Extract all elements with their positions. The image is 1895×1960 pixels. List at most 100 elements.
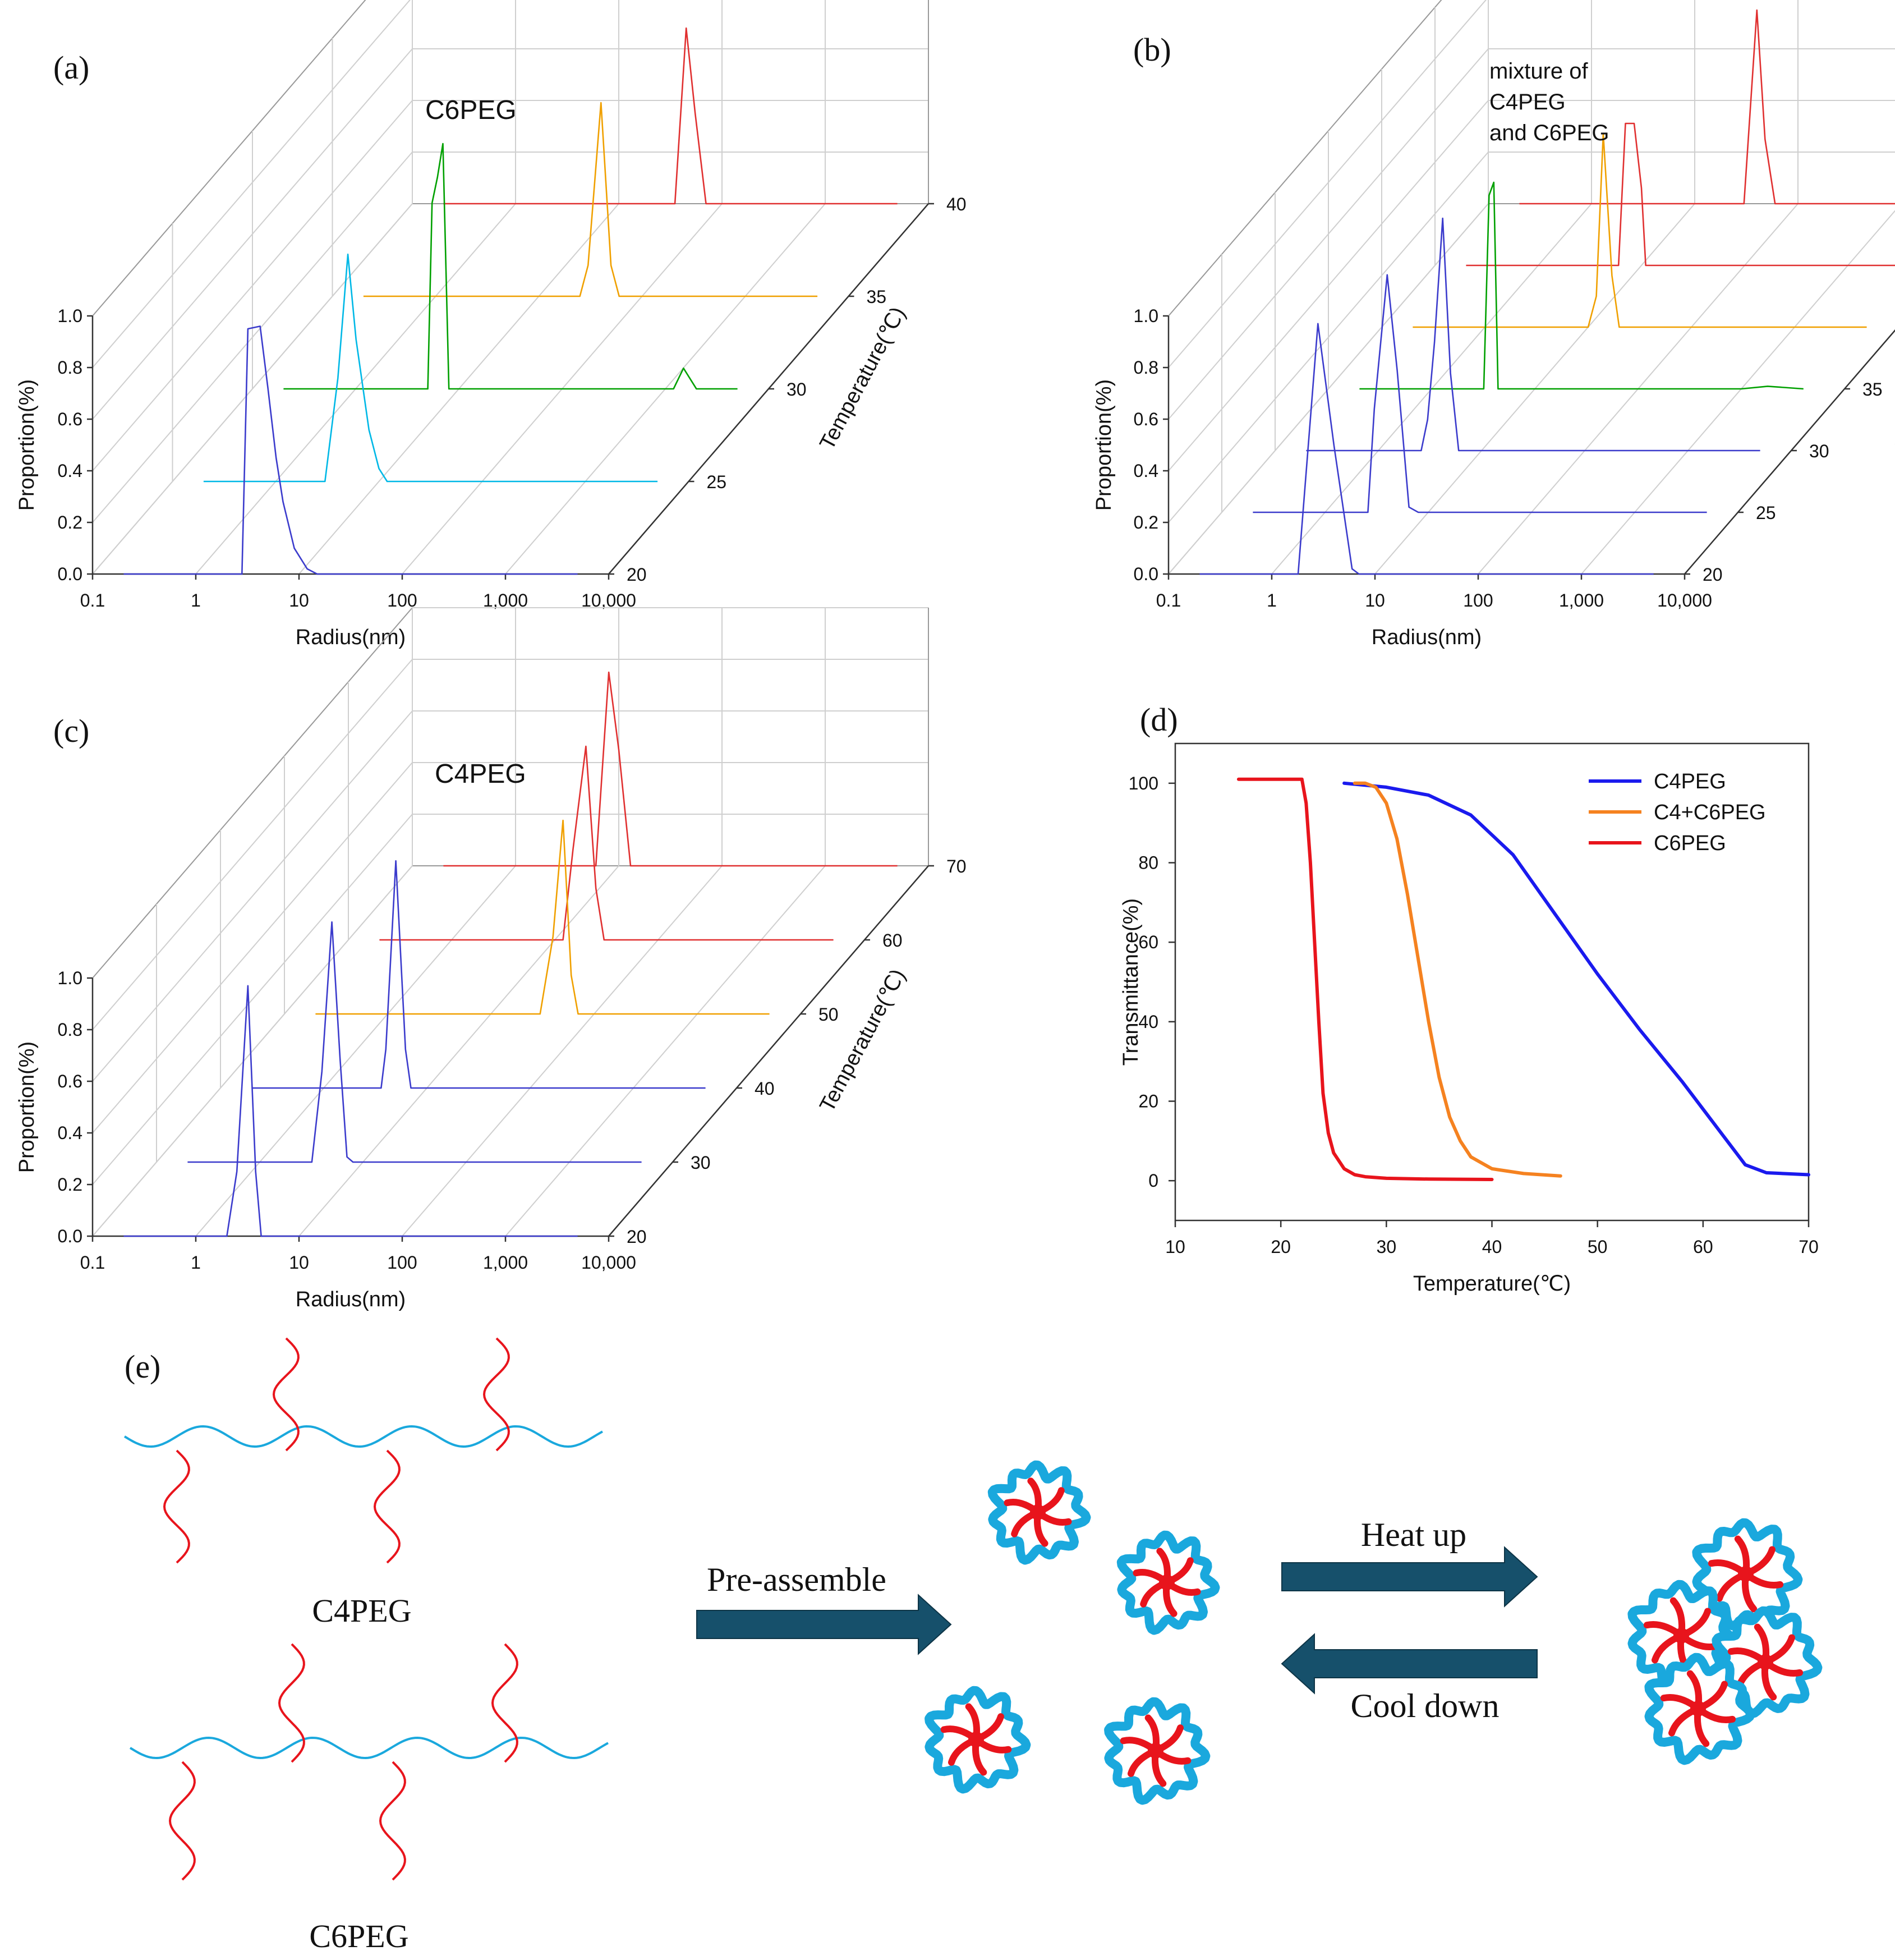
x-tick-label: 10,000 [1657,590,1712,611]
series-line-30 [187,921,642,1163]
y-tick-label: 0.8 [1134,357,1158,378]
y-tick-label: 0.8 [58,1020,82,1040]
legend-label: C6PEG [1654,832,1726,855]
annotation-text: C6PEG [425,95,517,125]
side-chain [491,1643,518,1763]
floor-grid [92,865,413,1237]
series-line-C4PEG [1342,781,1810,1177]
floor-grid [195,865,516,1237]
panel-label: (d) [1140,701,1178,738]
x-tick-label: 20 [1271,1237,1291,1257]
series-line-C6PEG [1236,777,1494,1181]
x-axis-title: Radius(nm) [296,626,406,649]
aggregate-micelle-1 [1692,1518,1803,1631]
micelle-core [1758,1654,1773,1670]
y-tick-label: 20 [1138,1091,1158,1112]
series-line-30 [283,143,738,390]
heat-up-arrow [1281,1546,1538,1608]
z-tick-label: 20 [627,564,647,585]
x-tick-label: 10 [1365,590,1385,611]
x-tick-label: 10 [289,590,309,611]
y-tick-label: 1.0 [58,306,82,326]
polymer-backbone-c6 [129,1736,609,1760]
x-tick-label: 1 [1267,590,1277,611]
z-tick-label: 35 [1862,379,1883,400]
y-tick-label: 0.4 [1134,461,1158,481]
floor-grid [1168,203,1489,575]
z-tick-label: 20 [1703,564,1723,585]
x-tick-label: 40 [1482,1237,1502,1257]
x-tick-label: 30 [1377,1237,1397,1257]
micelle-2 [1116,1530,1220,1635]
series-line-60 [379,745,834,941]
side-wall-grid [92,607,413,979]
heat-up-label: Heat up [1361,1516,1466,1553]
y-tick-label: 60 [1138,932,1158,952]
legend-label: C4PEG [1654,770,1726,793]
x-tick-label: 1 [191,1252,201,1273]
x-tick-label: 100 [387,590,417,611]
y-tick-label: 100 [1129,773,1158,793]
x-tick-label: 0.1 [80,1252,105,1273]
y-tick-label: 0.0 [58,1226,82,1246]
y-tick-label: 0.8 [58,357,82,378]
z-tick-label: 30 [691,1153,711,1173]
side-chain [278,1643,305,1763]
y-tick-label: 0.6 [58,409,82,429]
y-tick-label: 0.2 [58,1174,82,1195]
polymer-1-label: C4PEG [312,1592,411,1629]
x-tick-label: 10 [1165,1237,1185,1257]
annotation-text: mixture of [1489,59,1588,84]
series-line-50 [1519,9,1895,205]
micelle-core [968,1732,984,1747]
series-line-30 [1306,217,1760,452]
x-axis-title: Temperature(℃) [1413,1272,1571,1296]
z-axis-title: Temperature(℃) [815,303,910,453]
annotation-text: C4PEG [1489,90,1566,114]
annotation-text: C4PEG [435,759,526,789]
panel-label: (b) [1133,31,1171,68]
side-chain [163,1449,190,1564]
z-tick-label: 20 [627,1227,647,1247]
z-tick-label: 25 [707,472,727,492]
x-axis-title: Radius(nm) [1372,626,1482,649]
x-tick-label: 1 [191,590,201,611]
series-line-35 [363,102,818,297]
y-tick-label: 0 [1148,1171,1158,1191]
y-tick-label: 0.4 [58,1123,82,1143]
pre-assemble-label: Pre-assemble [707,1561,886,1598]
z-axis-line [608,865,929,1237]
micelle-core [1690,1701,1706,1716]
polymer-backbone-c4 [123,1425,603,1448]
side-wall-grid [92,710,413,1082]
x-tick-label: 100 [387,1252,417,1273]
floor-grid [92,203,413,575]
side-wall-grid [92,814,413,1185]
series-line-25 [203,253,658,483]
series-line-35 [1359,181,1804,390]
series-line-50 [315,819,770,1015]
micelle-core [1159,1575,1175,1590]
micelle-3 [924,1686,1031,1794]
y-tick-label: 40 [1138,1012,1158,1032]
panel-e: C4PEG C6PEG Pre-assemble Heat up Cool down (e… [123,1337,1823,1954]
series-line-20 [1199,323,1654,575]
z-tick-label: 50 [818,1004,839,1025]
z-tick-label: 70 [946,856,967,876]
z-tick-label: 60 [882,930,903,951]
series-line-45 [1466,122,1895,267]
x-tick-label: 100 [1463,590,1493,611]
z-tick-label: 40 [755,1078,775,1099]
micelle-core [1030,1504,1046,1520]
pre-assemble-arrow [696,1594,952,1655]
panel-label: (c) [53,713,89,749]
aggregate-micelle-4 [1644,1653,1755,1765]
z-axis-title: Temperature(℃) [1891,303,1895,453]
x-tick-label: 1,000 [1559,590,1604,611]
y-axis-title: Proportion(%) [15,379,39,511]
y-axis-title: Proportion(%) [1092,379,1116,511]
y-tick-label: 0.0 [1134,564,1158,584]
x-tick-label: 60 [1693,1237,1713,1257]
panel-d: 10 20 30 40 50 60 70 0 20 40 60 80 100 Temperature(℃)… [1119,701,1819,1296]
